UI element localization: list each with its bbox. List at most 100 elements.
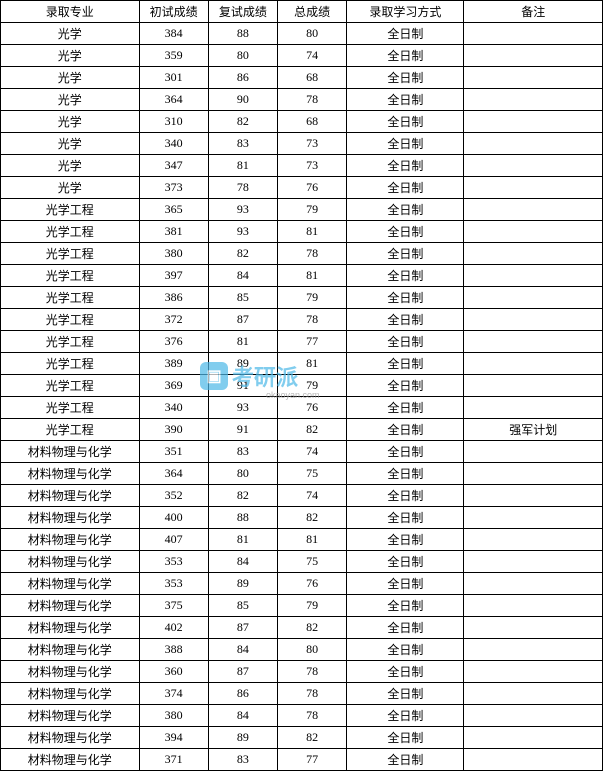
table-cell: 全日制 [347, 419, 464, 441]
table-row: 材料物理与化学3888480全日制 [1, 639, 603, 661]
table-cell: 材料物理与化学 [1, 485, 140, 507]
table-cell: 光学 [1, 23, 140, 45]
table-cell: 73 [278, 155, 347, 177]
table-row: 光学工程3409376全日制 [1, 397, 603, 419]
table-cell: 80 [278, 23, 347, 45]
table-cell: 79 [278, 199, 347, 221]
header-row: 录取专业 初试成绩 复试成绩 总成绩 录取学习方式 备注 [1, 1, 603, 23]
table-cell: 374 [139, 683, 208, 705]
table-cell: 材料物理与化学 [1, 595, 140, 617]
table-cell: 全日制 [347, 375, 464, 397]
table-cell: 301 [139, 67, 208, 89]
table-cell [464, 485, 603, 507]
table-cell: 78 [278, 309, 347, 331]
table-cell: 光学工程 [1, 265, 140, 287]
table-cell: 光学工程 [1, 309, 140, 331]
table-row: 材料物理与化学4008882全日制 [1, 507, 603, 529]
table-cell: 全日制 [347, 133, 464, 155]
table-cell: 78 [278, 705, 347, 727]
header-score3: 总成绩 [278, 1, 347, 23]
table-cell: 全日制 [347, 661, 464, 683]
table-row: 光学工程3898981全日制 [1, 353, 603, 375]
table-cell: 全日制 [347, 749, 464, 771]
table-row: 材料物理与化学3518374全日制 [1, 441, 603, 463]
table-cell: 371 [139, 749, 208, 771]
table-cell: 85 [208, 287, 277, 309]
table-row: 光学3408373全日制 [1, 133, 603, 155]
table-cell: 全日制 [347, 551, 464, 573]
table-cell [464, 265, 603, 287]
table-cell: 376 [139, 331, 208, 353]
table-cell: 79 [278, 287, 347, 309]
table-cell: 88 [208, 507, 277, 529]
table-row: 光学3737876全日制 [1, 177, 603, 199]
table-cell: 光学工程 [1, 221, 140, 243]
header-score2: 复试成绩 [208, 1, 277, 23]
table-cell: 83 [208, 441, 277, 463]
table-row: 光学工程3699179全日制 [1, 375, 603, 397]
table-cell: 全日制 [347, 639, 464, 661]
table-cell: 384 [139, 23, 208, 45]
table-cell: 光学工程 [1, 287, 140, 309]
table-cell: 光学 [1, 89, 140, 111]
table-cell: 全日制 [347, 265, 464, 287]
table-row: 光学3649078全日制 [1, 89, 603, 111]
table-cell: 81 [208, 155, 277, 177]
table-cell [464, 67, 603, 89]
table-cell [464, 89, 603, 111]
header-major: 录取专业 [1, 1, 140, 23]
table-cell: 407 [139, 529, 208, 551]
table-cell: 81 [278, 221, 347, 243]
table-cell [464, 463, 603, 485]
table-row: 光学工程3819381全日制 [1, 221, 603, 243]
table-cell: 390 [139, 419, 208, 441]
table-row: 材料物理与化学3748678全日制 [1, 683, 603, 705]
table-row: 光学3848880全日制 [1, 23, 603, 45]
table-cell: 353 [139, 573, 208, 595]
table-cell: 全日制 [347, 309, 464, 331]
table-row: 光学3018668全日制 [1, 67, 603, 89]
table-cell [464, 595, 603, 617]
table-cell: 359 [139, 45, 208, 67]
table-cell: 光学工程 [1, 397, 140, 419]
table-cell: 78 [208, 177, 277, 199]
table-cell: 79 [278, 375, 347, 397]
table-cell: 全日制 [347, 573, 464, 595]
table-cell: 材料物理与化学 [1, 749, 140, 771]
table-cell: 全日制 [347, 243, 464, 265]
table-cell: 93 [208, 221, 277, 243]
table-row: 材料物理与化学3648075全日制 [1, 463, 603, 485]
table-cell: 310 [139, 111, 208, 133]
table-cell: 87 [208, 617, 277, 639]
table-cell [464, 199, 603, 221]
table-cell: 全日制 [347, 397, 464, 419]
table-cell: 80 [278, 639, 347, 661]
table-cell: 光学 [1, 45, 140, 67]
table-cell: 77 [278, 749, 347, 771]
table-cell: 全日制 [347, 507, 464, 529]
table-cell: 76 [278, 573, 347, 595]
table-cell: 光学 [1, 177, 140, 199]
table-cell: 材料物理与化学 [1, 441, 140, 463]
table-cell [464, 155, 603, 177]
table-cell: 76 [278, 397, 347, 419]
table-cell: 79 [278, 595, 347, 617]
table-cell [464, 177, 603, 199]
table-cell: 78 [278, 243, 347, 265]
table-cell: 76 [278, 177, 347, 199]
table-cell: 340 [139, 397, 208, 419]
table-cell: 全日制 [347, 331, 464, 353]
table-cell: 材料物理与化学 [1, 639, 140, 661]
table-cell: 全日制 [347, 111, 464, 133]
header-note: 备注 [464, 1, 603, 23]
table-cell: 74 [278, 441, 347, 463]
table-cell: 75 [278, 551, 347, 573]
table-cell: 375 [139, 595, 208, 617]
table-cell: 89 [208, 353, 277, 375]
table-cell: 材料物理与化学 [1, 573, 140, 595]
table-cell: 82 [278, 507, 347, 529]
admission-table: 录取专业 初试成绩 复试成绩 总成绩 录取学习方式 备注 光学3848880全日… [0, 0, 603, 771]
table-cell: 78 [278, 89, 347, 111]
table-cell: 全日制 [347, 683, 464, 705]
table-cell: 81 [278, 353, 347, 375]
